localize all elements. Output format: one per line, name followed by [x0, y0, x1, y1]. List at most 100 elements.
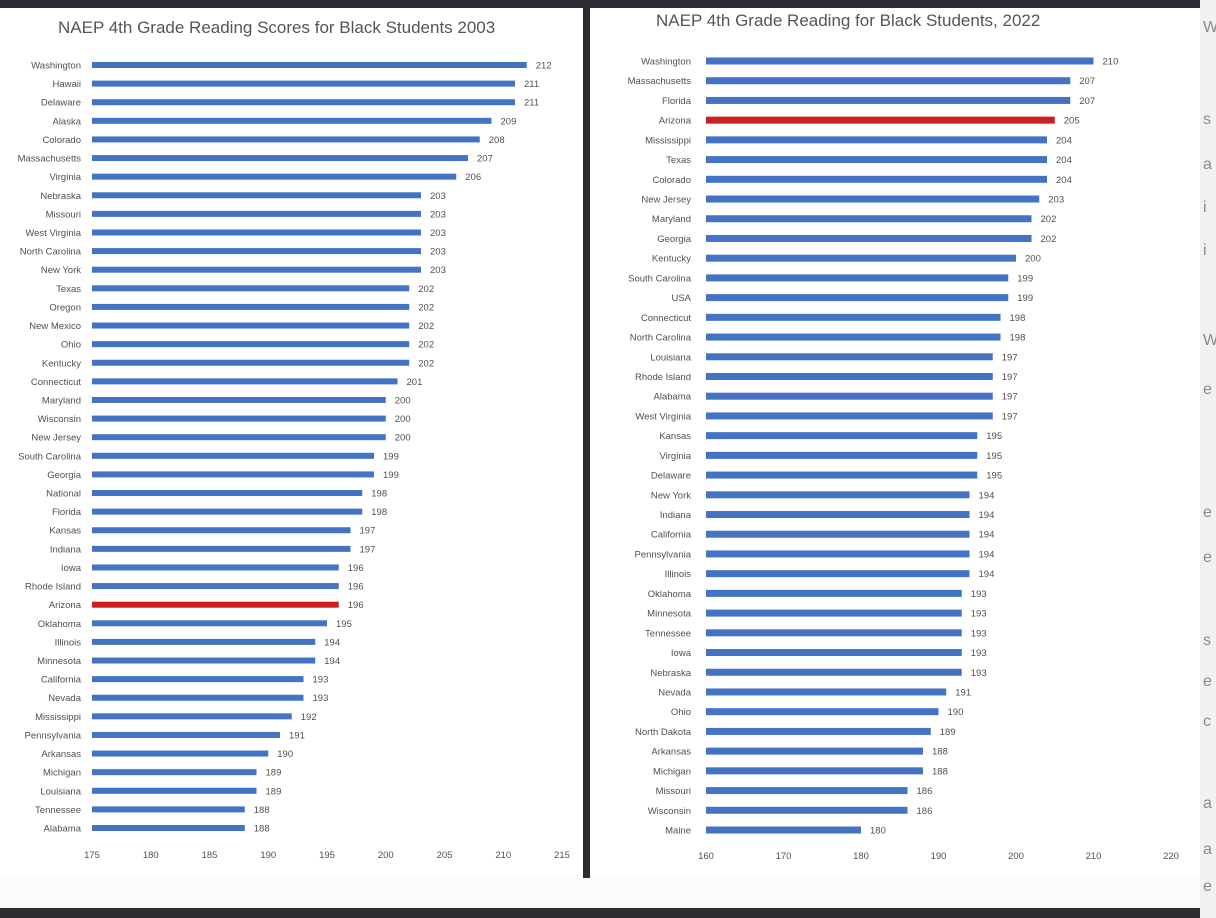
data-label: 203 — [430, 209, 446, 220]
data-label: 188 — [254, 824, 270, 835]
category-label: New York — [41, 265, 81, 276]
data-label: 207 — [1079, 76, 1095, 87]
x-tick-label: 200 — [1008, 851, 1024, 862]
data-label: 204 — [1056, 155, 1072, 166]
bar — [92, 620, 327, 627]
category-label: Connecticut — [31, 377, 82, 388]
data-label: 189 — [940, 727, 956, 738]
bar — [706, 708, 939, 716]
bar — [92, 378, 398, 385]
bar — [706, 77, 1071, 85]
data-label: 207 — [477, 154, 493, 165]
bar-chart-2003: Washington 212 Hawaii 211 Delaware 211 Alaska 2… — [18, 61, 570, 862]
category-label: Wisconsin — [648, 806, 691, 817]
data-label: 193 — [971, 589, 987, 600]
category-label: Mississippi — [645, 135, 691, 146]
bar — [706, 175, 1047, 183]
bar — [706, 96, 1071, 104]
background-text-fragment: W — [1203, 19, 1216, 36]
category-label: New Mexico — [29, 321, 81, 332]
category-label: North Carolina — [630, 333, 692, 344]
category-label: USA — [671, 293, 691, 304]
category-label: Tennessee — [645, 628, 691, 639]
data-label: 188 — [254, 805, 270, 816]
category-label: National — [46, 489, 81, 500]
category-label: Virginia — [659, 451, 691, 462]
bottom-strip — [0, 878, 1200, 908]
bar — [706, 787, 908, 795]
category-label: Louisiana — [40, 786, 81, 797]
bar — [92, 750, 269, 757]
data-label: 194 — [979, 510, 995, 521]
category-label: Arkansas — [651, 747, 691, 758]
bar — [706, 215, 1032, 223]
category-label: Minnesota — [647, 609, 692, 620]
background-text-fragment: e — [1203, 673, 1212, 690]
data-label: 195 — [336, 619, 352, 630]
bar — [706, 511, 970, 519]
category-label: Ohio — [671, 707, 691, 718]
x-tick-label: 185 — [202, 850, 218, 861]
bar — [706, 412, 993, 420]
data-label: 200 — [395, 395, 411, 406]
data-label: 192 — [301, 712, 317, 723]
bar — [92, 731, 280, 738]
data-label: 189 — [266, 768, 282, 779]
data-label: 188 — [932, 766, 948, 777]
bar — [706, 668, 962, 676]
bar — [92, 285, 410, 292]
category-label: Arkansas — [41, 749, 81, 760]
bar — [706, 451, 978, 459]
category-label: South Carolina — [628, 273, 692, 284]
category-label: Florida — [52, 507, 82, 518]
category-label: Louisiana — [650, 352, 691, 363]
bar — [706, 333, 1001, 341]
category-label: Florida — [662, 96, 692, 107]
bar — [92, 806, 245, 813]
data-label: 193 — [971, 609, 987, 620]
data-label: 202 — [1041, 214, 1057, 225]
background-text-fragment: e — [1203, 878, 1212, 895]
x-tick-label: 215 — [554, 850, 570, 861]
data-label: 198 — [1010, 333, 1026, 344]
bar — [92, 266, 421, 273]
data-label: 194 — [324, 656, 340, 667]
data-label: 191 — [955, 687, 971, 698]
category-label: Georgia — [657, 234, 692, 245]
bar — [92, 136, 480, 143]
bar — [92, 527, 351, 534]
data-label: 198 — [1010, 313, 1026, 324]
category-label: Iowa — [61, 563, 82, 574]
data-label: 195 — [986, 431, 1002, 442]
bar — [706, 491, 970, 499]
bar — [706, 530, 970, 538]
bar — [706, 649, 962, 657]
bar — [706, 254, 1016, 262]
category-label: Pennsylvania — [634, 549, 691, 560]
bar — [92, 638, 316, 645]
data-label: 180 — [870, 826, 886, 837]
bar — [92, 676, 304, 683]
data-label: 205 — [1064, 116, 1080, 127]
background-text-fragment: i — [1203, 199, 1207, 216]
bar — [92, 825, 245, 831]
data-label: 200 — [395, 414, 411, 425]
chart-panel-2003: NAEP 4th Grade Reading Scores for Black … — [0, 8, 583, 878]
bar — [92, 564, 339, 571]
data-label: 199 — [1017, 273, 1033, 284]
category-label: Michigan — [43, 768, 81, 779]
category-label: Pennsylvania — [24, 730, 81, 741]
category-label: Massachusetts — [18, 154, 82, 165]
data-label: 208 — [489, 135, 505, 146]
category-label: Kansas — [49, 526, 81, 537]
data-label: 193 — [313, 675, 329, 686]
bar — [92, 787, 257, 794]
background-text-fragment: c — [1203, 713, 1211, 730]
data-label: 193 — [971, 668, 987, 679]
bar — [706, 57, 1094, 65]
data-label: 211 — [524, 79, 539, 90]
x-tick-label: 220 — [1163, 851, 1179, 862]
category-label: North Carolina — [20, 247, 82, 258]
category-label: Oregon — [49, 302, 81, 313]
background-text-fragment: W — [1203, 332, 1216, 349]
